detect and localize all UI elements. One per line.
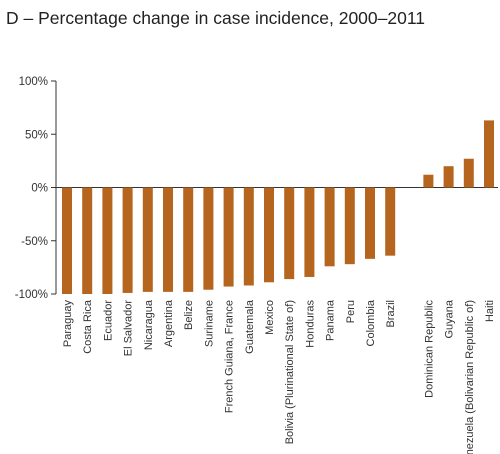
category-label: Suriname xyxy=(203,300,215,347)
bar xyxy=(304,187,315,277)
bar xyxy=(324,187,335,267)
category-label: Colombia xyxy=(365,299,377,346)
category-label: Nicaragua xyxy=(143,299,155,350)
y-tick-label: 100% xyxy=(19,76,48,88)
y-tick-label: 50% xyxy=(25,129,48,141)
category-label: Ecuador xyxy=(102,300,114,341)
category-label: Peru xyxy=(345,300,357,323)
bar xyxy=(203,187,214,290)
category-label: El Salvador xyxy=(123,300,135,357)
bar xyxy=(423,174,434,188)
category-label: Costa Rica xyxy=(82,299,94,354)
category-label: Honduras xyxy=(304,300,316,348)
category-label: Panama xyxy=(325,299,337,341)
bar xyxy=(484,120,494,188)
chart-title: D – Percentage change in case incidence,… xyxy=(6,8,426,28)
category-label: Argentina xyxy=(163,299,175,347)
bar xyxy=(443,166,454,188)
y-tick-label: -50% xyxy=(21,236,48,248)
category-label: French Guiana, France xyxy=(224,300,236,413)
bar xyxy=(183,187,194,292)
category-label: Haiti xyxy=(484,300,496,322)
bar xyxy=(163,187,173,292)
category-label: Belize xyxy=(183,300,195,330)
category-label: Paraguay xyxy=(62,300,74,348)
bar xyxy=(344,187,355,265)
bar xyxy=(284,187,295,280)
bar xyxy=(223,187,234,287)
bar xyxy=(365,187,375,259)
y-tick-label: 0% xyxy=(31,183,48,195)
category-label: Bolivia (Plurinational State of) xyxy=(284,300,296,444)
bar xyxy=(385,187,396,256)
bar xyxy=(264,187,274,283)
bar xyxy=(243,187,254,286)
bar xyxy=(122,187,133,293)
bar xyxy=(142,187,153,292)
category-label: Brazil xyxy=(385,300,397,328)
category-label: Dominican Republic xyxy=(423,300,435,398)
category-label: Guatemala xyxy=(244,299,256,354)
y-tick-label: -100% xyxy=(15,289,48,301)
category-label: Venezuela (Bolivarian Republic of) xyxy=(464,300,476,454)
category-label: Mexico xyxy=(264,300,276,335)
bar xyxy=(62,187,72,294)
category-label: Guyana xyxy=(444,299,456,338)
bar xyxy=(82,187,93,294)
bar xyxy=(102,187,113,294)
bar xyxy=(463,158,474,188)
